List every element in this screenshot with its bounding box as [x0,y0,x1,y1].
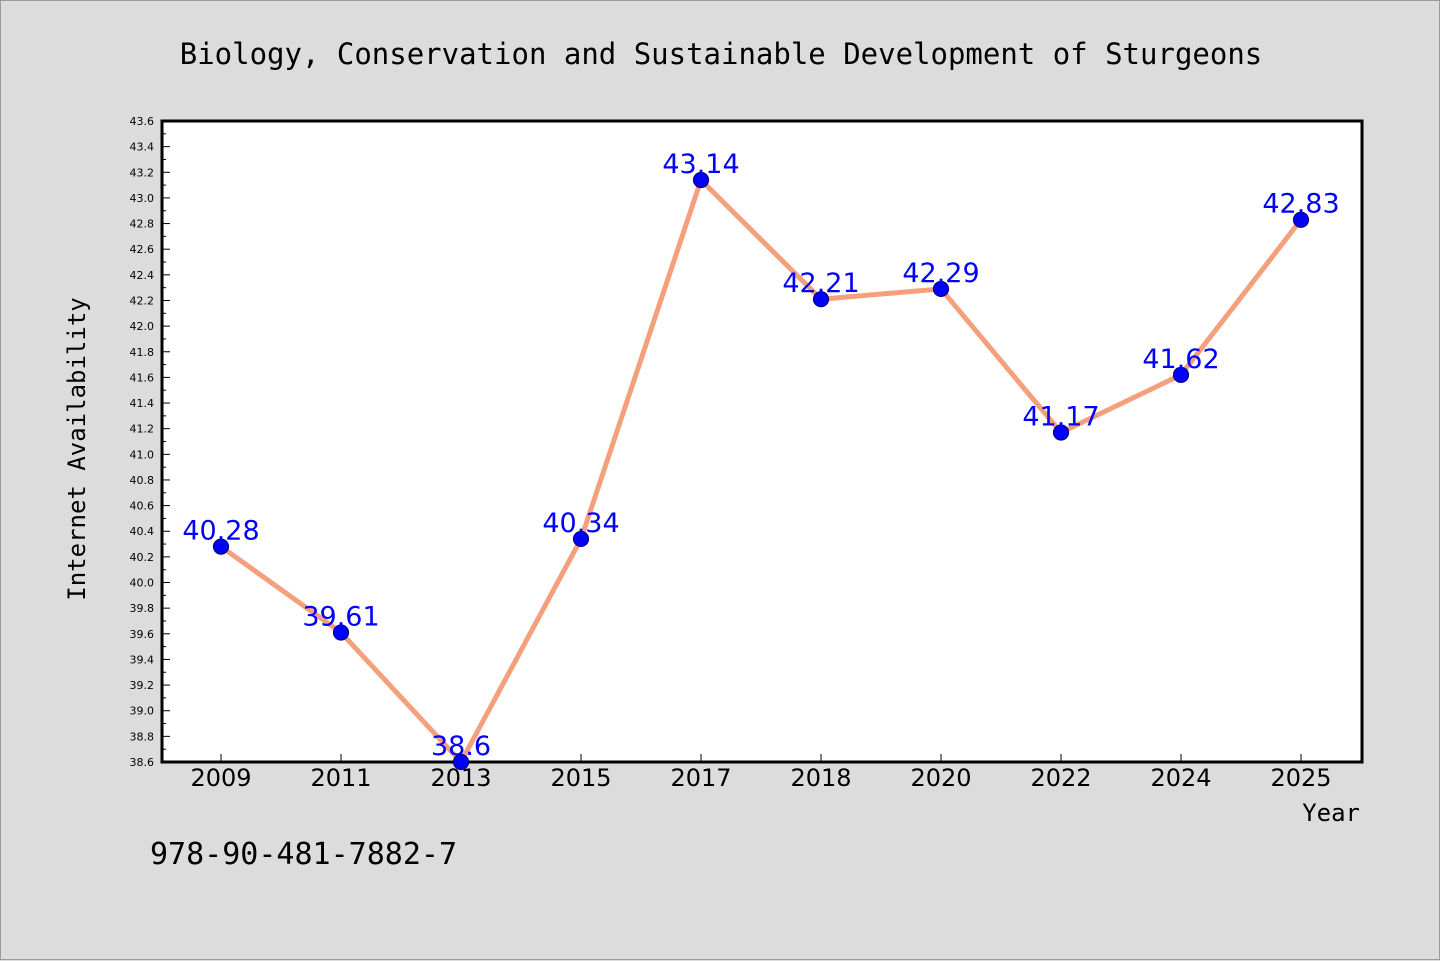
y-tick-label: 41.8 [130,346,155,359]
y-axis: 38.6 38.8 39.0 39.2 39.4 39.6 39.8 40.0 40.2 40.4… [130,115,170,769]
series-layer [212,171,1310,771]
y-tick-label: 39.6 [130,628,155,641]
y-tick-label: 43.2 [130,166,155,179]
y-tick-label: 40.6 [130,500,155,513]
data-label: 42.21 [782,268,859,299]
chart-title: Biology, Conservation and Sustainable De… [180,37,1263,71]
data-label: 41.17 [1022,402,1099,433]
data-point [572,530,590,548]
y-axis-label: Internet Availability [63,297,91,600]
x-tick-label: 2020 [910,764,971,792]
x-tick-label: 2025 [1270,764,1331,792]
data-label: 41.62 [1142,344,1219,375]
y-tick-label: 39.2 [130,679,155,692]
y-tick-label: 40.4 [130,525,155,538]
data-label: 39.61 [302,602,379,633]
data-label: 42.83 [1262,189,1339,220]
y-tick-label: 42.8 [130,218,155,231]
data-point [1172,366,1190,383]
y-tick-label: 38.6 [130,756,155,769]
y-tick-label: 40.8 [130,474,155,487]
x-tick-label: 2011 [310,764,371,792]
y-tick-label: 38.8 [130,730,155,743]
data-label: 42.29 [902,258,979,289]
y-tick-label: 42.4 [130,269,155,282]
x-tick-label: 2017 [670,764,731,792]
y-tick-label: 39.8 [130,602,155,615]
y-tick-label: 41.4 [130,397,155,410]
data-point [1292,211,1310,228]
y-tick-label: 43.4 [130,141,155,154]
data-labels-layer: 40.28 39.61 38.6 40.34 43.14 42.21 42.29 41.17 4… [182,149,1339,762]
data-point [692,171,710,189]
y-tick-label: 41.0 [130,448,155,461]
y-tick-label: 42.6 [130,243,155,256]
x-tick-label: 2022 [1030,764,1091,792]
x-tick-label: 2009 [190,764,251,792]
data-label: 38.6 [431,731,491,762]
y-tick-label: 41.2 [130,423,155,436]
y-tick-label: 43.6 [130,115,155,128]
data-point [812,291,830,308]
data-label: 40.34 [542,508,619,539]
y-tick-label: 40.2 [130,551,155,564]
data-point [332,624,350,641]
y-tick-label: 40.0 [130,577,155,590]
y-tick-label: 43.0 [130,192,155,205]
data-point [212,538,230,555]
data-point [932,280,950,298]
x-tick-label: 2024 [1150,764,1211,792]
data-label: 40.28 [182,516,259,547]
y-tick-label: 42.0 [130,320,155,333]
y-tick-label: 39.4 [130,653,155,666]
x-tick-label: 2018 [790,764,851,792]
data-label: 43.14 [662,149,739,180]
series-line [218,177,1304,765]
data-point [452,753,470,771]
x-tick-label: 2015 [550,764,611,792]
y-tick-label: 39.0 [130,705,155,718]
y-tick-label: 41.6 [130,371,155,384]
x-axis-label: Year [1302,799,1360,827]
y-tick-label: 42.2 [130,294,155,307]
data-point [1052,424,1070,441]
isbn-text: 978-90-481-7882-7 [150,837,457,872]
plot-area [160,119,1364,764]
